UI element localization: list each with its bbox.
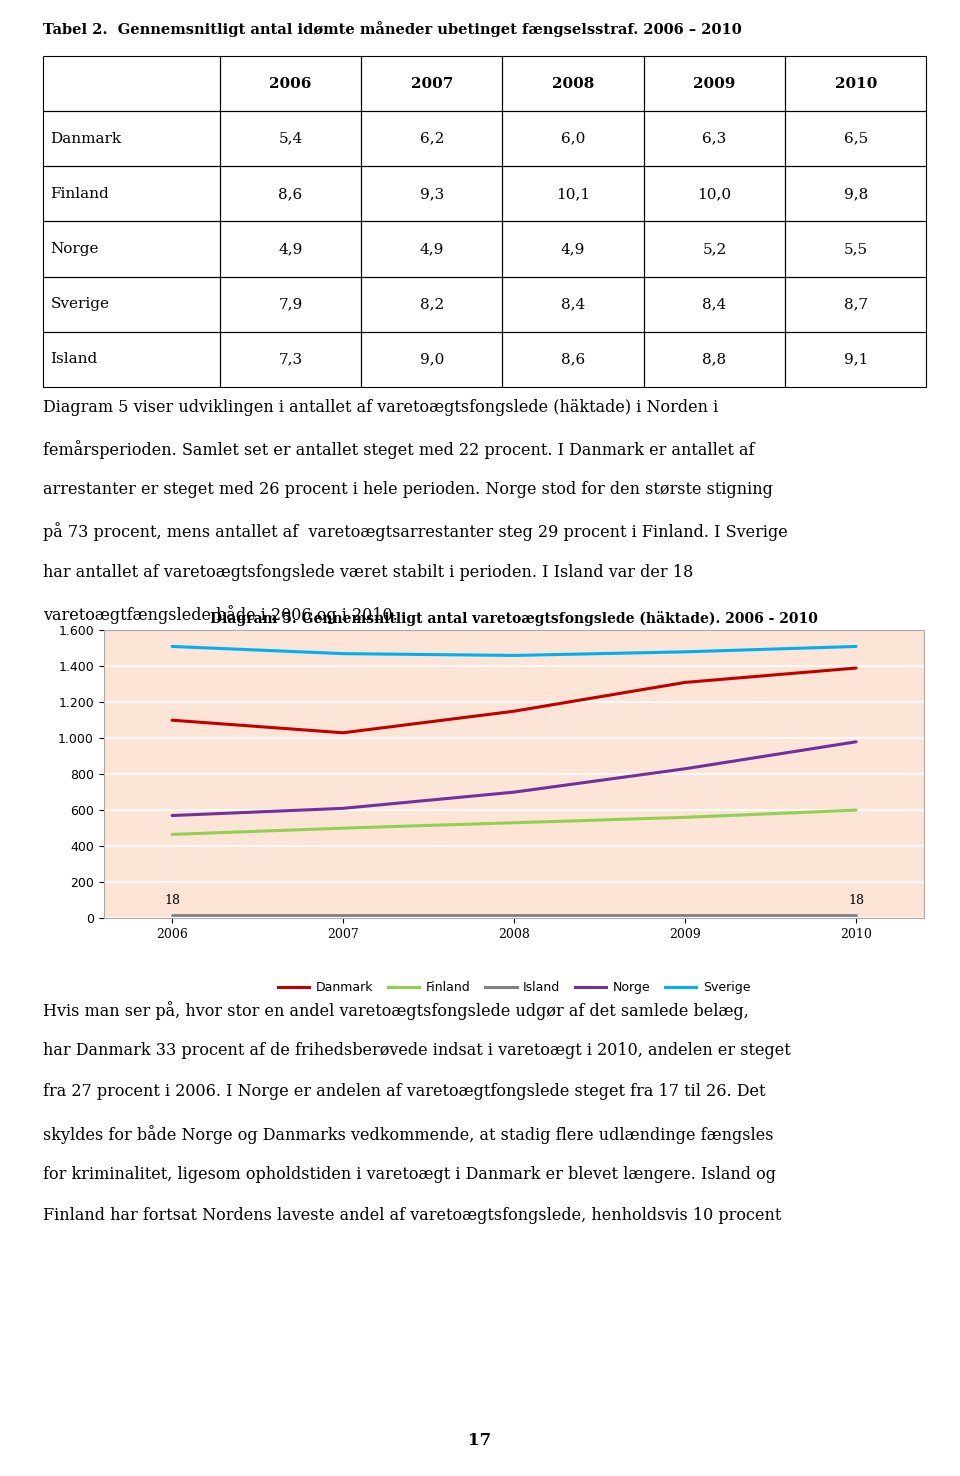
Text: 10,0: 10,0	[697, 187, 732, 201]
Bar	[361, 167, 502, 221]
Text: 6,2: 6,2	[420, 131, 444, 146]
Text: 2007: 2007	[411, 77, 453, 90]
Text: 4,9: 4,9	[278, 242, 302, 255]
Text: 9,0: 9,0	[420, 353, 444, 366]
Bar	[220, 276, 361, 332]
Bar	[785, 111, 926, 167]
Title: Diagram 5. Gennemsnitligt antal varetoægtsfongslede (häktade). 2006 - 2010: Diagram 5. Gennemsnitligt antal varetoæg…	[210, 611, 818, 626]
Text: 8,6: 8,6	[278, 187, 302, 201]
Bar	[644, 332, 785, 387]
Bar	[785, 167, 926, 221]
Text: Tabel 2.  Gennemsnitligt antal idømte måneder ubetinget fængselsstraf. 2006 – 20: Tabel 2. Gennemsnitligt antal idømte mån…	[43, 22, 742, 37]
Bar	[220, 221, 361, 276]
Text: Diagram 5 viser udviklingen i antallet af varetoægtsfongslede (häktade) i Norden: Diagram 5 viser udviklingen i antallet a…	[43, 399, 718, 416]
Bar	[502, 332, 644, 387]
Bar	[220, 332, 361, 387]
Bar	[785, 276, 926, 332]
Text: 2010: 2010	[834, 77, 876, 90]
Text: 9,1: 9,1	[844, 353, 868, 366]
Bar	[361, 56, 502, 111]
Text: Island: Island	[50, 353, 98, 366]
Text: 6,3: 6,3	[703, 131, 727, 146]
Text: Hvis man ser på, hvor stor en andel varetoægtsfongslede udgør af det samlede bel: Hvis man ser på, hvor stor en andel vare…	[43, 1001, 749, 1020]
Text: 5,4: 5,4	[278, 131, 302, 146]
Text: 2006: 2006	[270, 77, 312, 90]
Text: Finland har fortsat Nordens laveste andel af varetoægtsfongslede, henholdsvis 10: Finland har fortsat Nordens laveste ande…	[43, 1207, 781, 1225]
Bar	[644, 56, 785, 111]
Text: Finland: Finland	[50, 187, 109, 201]
Bar	[502, 167, 644, 221]
Text: 17: 17	[468, 1432, 492, 1449]
Legend: Danmark, Finland, Island, Norge, Sverige: Danmark, Finland, Island, Norge, Sverige	[273, 976, 756, 999]
Text: 5,2: 5,2	[703, 242, 727, 255]
Bar	[43, 167, 220, 221]
Bar	[361, 111, 502, 167]
Text: 7,9: 7,9	[278, 297, 302, 311]
Bar	[785, 56, 926, 111]
Text: 8,6: 8,6	[561, 353, 586, 366]
Text: femårsperioden. Samlet set er antallet steget med 22 procent. I Danmark er antal: femårsperioden. Samlet set er antallet s…	[43, 440, 755, 459]
Bar	[43, 276, 220, 332]
Text: 4,9: 4,9	[420, 242, 444, 255]
Text: 8,7: 8,7	[844, 297, 868, 311]
Text: 9,3: 9,3	[420, 187, 444, 201]
Text: 9,8: 9,8	[844, 187, 868, 201]
Text: Danmark: Danmark	[50, 131, 121, 146]
Text: på 73 procent, mens antallet af  varetoægtsarrestanter steg 29 procent i Finland: på 73 procent, mens antallet af varetoæg…	[43, 523, 788, 542]
Bar	[785, 221, 926, 276]
Bar	[644, 276, 785, 332]
Bar	[644, 167, 785, 221]
Bar	[43, 221, 220, 276]
Text: 10,1: 10,1	[556, 187, 590, 201]
Bar	[644, 221, 785, 276]
Bar	[220, 167, 361, 221]
Bar	[361, 221, 502, 276]
Text: for kriminalitet, ligesom opholdstiden i varetoægt i Danmark er blevet længere. : for kriminalitet, ligesom opholdstiden i…	[43, 1166, 777, 1184]
Bar	[644, 111, 785, 167]
Text: har Danmark 33 procent af de frihedsberøvede indsat i varetoægt i 2010, andelen : har Danmark 33 procent af de frihedsberø…	[43, 1042, 791, 1060]
Bar	[220, 56, 361, 111]
Bar	[43, 332, 220, 387]
Text: 6,5: 6,5	[844, 131, 868, 146]
Bar	[502, 276, 644, 332]
Text: varetoægtfængslede både i 2006 og i 2010.: varetoægtfængslede både i 2006 og i 2010…	[43, 605, 398, 624]
Text: 8,8: 8,8	[703, 353, 727, 366]
Bar	[361, 276, 502, 332]
Text: Sverige: Sverige	[50, 297, 109, 311]
Text: 7,3: 7,3	[278, 353, 302, 366]
Text: 2008: 2008	[552, 77, 594, 90]
Text: har antallet af varetoægtsfongslede været stabilt i perioden. I Island var der 1: har antallet af varetoægtsfongslede være…	[43, 564, 693, 582]
Text: fra 27 procent i 2006. I Norge er andelen af varetoægtfongslede steget fra 17 ti: fra 27 procent i 2006. I Norge er andele…	[43, 1083, 766, 1101]
Text: 2009: 2009	[693, 77, 735, 90]
Bar	[502, 111, 644, 167]
Text: 8,4: 8,4	[561, 297, 586, 311]
Bar	[220, 111, 361, 167]
Bar	[43, 56, 220, 111]
Text: 18: 18	[848, 894, 864, 908]
Bar	[361, 332, 502, 387]
Text: 8,2: 8,2	[420, 297, 444, 311]
Bar	[785, 332, 926, 387]
Text: 18: 18	[164, 894, 180, 908]
Bar	[502, 56, 644, 111]
Bar	[502, 221, 644, 276]
Text: Norge: Norge	[50, 242, 99, 255]
Text: arrestanter er steget med 26 procent i hele perioden. Norge stod for den største: arrestanter er steget med 26 procent i h…	[43, 481, 773, 499]
Text: 8,4: 8,4	[703, 297, 727, 311]
Text: 6,0: 6,0	[561, 131, 586, 146]
Text: 5,5: 5,5	[844, 242, 868, 255]
Text: skyldes for både Norge og Danmarks vedkommende, at stadig flere udlændinge fængs: skyldes for både Norge og Danmarks vedko…	[43, 1125, 774, 1144]
Text: 4,9: 4,9	[561, 242, 586, 255]
Bar	[43, 111, 220, 167]
